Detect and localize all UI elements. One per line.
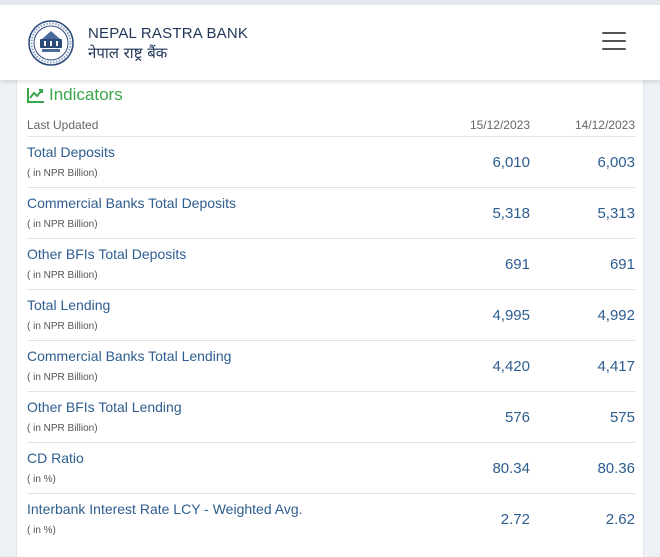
indicator-label[interactable]: Commercial Banks Total Lending bbox=[27, 348, 232, 364]
indicator-value-date-1: 6,010 bbox=[492, 154, 530, 171]
indicator-unit: ( in NPR Billion) bbox=[27, 321, 98, 332]
nrb-seal-icon[interactable] bbox=[28, 20, 74, 66]
indicator-value-date-2: 691 bbox=[609, 256, 635, 273]
hamburger-menu-icon[interactable] bbox=[600, 32, 628, 54]
indicator-value-date-1: 691 bbox=[504, 256, 530, 273]
table-row: Total Deposits ( in NPR Billion) 6,010 6… bbox=[27, 137, 635, 188]
indicator-label[interactable]: Commercial Banks Total Deposits bbox=[27, 195, 237, 211]
table-row: Commercial Banks Total Deposits ( in NPR… bbox=[27, 188, 635, 239]
indicator-unit: ( in NPR Billion) bbox=[27, 219, 98, 230]
indicator-unit: ( in NPR Billion) bbox=[27, 168, 98, 179]
indicator-value-date-2: 6,003 bbox=[597, 154, 635, 171]
indicator-label[interactable]: Other BFIs Total Deposits bbox=[27, 246, 187, 262]
indicators-heading: Indicators bbox=[27, 85, 123, 105]
indicator-label[interactable]: Total Deposits bbox=[27, 144, 115, 160]
indicator-value-date-2: 80.36 bbox=[597, 460, 635, 477]
indicator-label[interactable]: Total Lending bbox=[27, 297, 111, 313]
indicator-value-date-1: 5,318 bbox=[492, 205, 530, 222]
table-row: Commercial Banks Total Lending ( in NPR … bbox=[27, 341, 635, 392]
indicator-value-date-2: 4,992 bbox=[597, 307, 635, 324]
table-row: CD Ratio ( in %) 80.34 80.36 bbox=[27, 443, 635, 494]
indicators-card: Indicators Last Updated 15/12/2023 14/12… bbox=[16, 80, 644, 557]
table-header: Last Updated 15/12/2023 14/12/2023 bbox=[27, 111, 635, 137]
bank-name-english: NEPAL RASTRA BANK bbox=[88, 25, 249, 42]
indicator-label[interactable]: Other BFIs Total Lending bbox=[27, 399, 182, 415]
site-header: NEPAL RASTRA BANK नेपाल राष्ट्र बैंक bbox=[0, 5, 660, 80]
indicator-value-date-1: 4,995 bbox=[492, 307, 530, 324]
indicator-label[interactable]: Interbank Interest Rate LCY - Weighted A… bbox=[27, 501, 303, 517]
table-row: Interbank Interest Rate LCY - Weighted A… bbox=[27, 494, 635, 545]
indicator-value-date-2: 5,313 bbox=[597, 205, 635, 222]
indicator-value-date-2: 575 bbox=[609, 409, 635, 426]
table-row: Other BFIs Total Lending ( in NPR Billio… bbox=[27, 392, 635, 443]
last-updated-label: Last Updated bbox=[27, 118, 99, 132]
indicators-title: Indicators bbox=[49, 85, 123, 104]
indicator-label[interactable]: CD Ratio bbox=[27, 450, 84, 466]
bank-name-nepali: नेपाल राष्ट्र बैंक bbox=[88, 44, 168, 62]
indicator-unit: ( in NPR Billion) bbox=[27, 423, 98, 434]
indicator-value-date-2: 4,417 bbox=[597, 358, 635, 375]
date-column-1: 15/12/2023 bbox=[469, 118, 530, 132]
table-row: Total Lending ( in NPR Billion) 4,995 4,… bbox=[27, 290, 635, 341]
indicator-unit: ( in NPR Billion) bbox=[27, 270, 98, 281]
indicator-value-date-1: 2.72 bbox=[500, 511, 530, 528]
line-chart-icon bbox=[27, 88, 44, 103]
indicator-unit: ( in %) bbox=[27, 525, 56, 536]
indicator-value-date-1: 80.34 bbox=[492, 460, 530, 477]
indicator-table-body: Total Deposits ( in NPR Billion) 6,010 6… bbox=[27, 137, 635, 545]
table-row: Other BFIs Total Deposits ( in NPR Billi… bbox=[27, 239, 635, 290]
indicator-unit: ( in %) bbox=[27, 474, 56, 485]
indicator-value-date-1: 4,420 bbox=[492, 358, 530, 375]
date-column-2: 14/12/2023 bbox=[574, 118, 635, 132]
top-border bbox=[0, 0, 660, 5]
indicator-value-date-1: 576 bbox=[504, 409, 530, 426]
indicator-value-date-2: 2.62 bbox=[605, 511, 635, 528]
indicator-unit: ( in NPR Billion) bbox=[27, 372, 98, 383]
